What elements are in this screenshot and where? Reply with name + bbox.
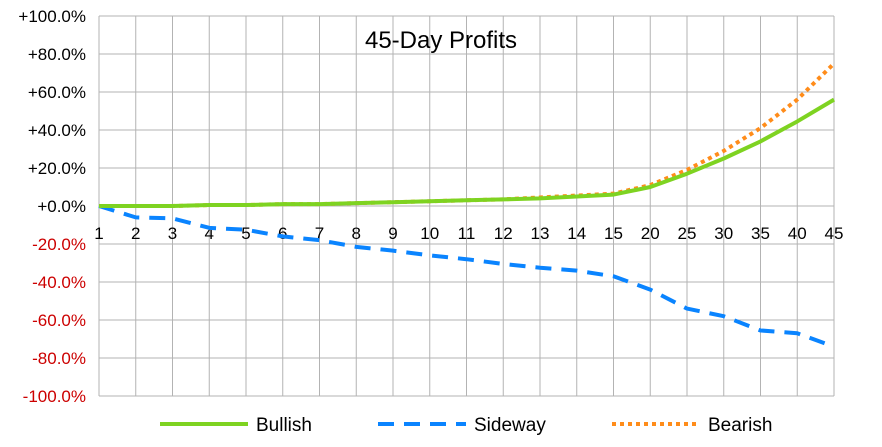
- legend: Bullish Sideway Bearish: [160, 415, 772, 436]
- series-line-sideway: [98, 204, 835, 349]
- y-tick-label: -80.0%: [32, 349, 86, 368]
- x-tick-label: 12: [494, 224, 513, 243]
- x-tick-label: 6: [278, 224, 287, 243]
- x-tick-label: 35: [751, 224, 770, 243]
- x-tick-label: 14: [567, 224, 586, 243]
- y-tick-label: +100.0%: [18, 7, 86, 26]
- x-tick-label: 15: [604, 224, 623, 243]
- legend-label-bullish: Bullish: [256, 415, 312, 436]
- x-tick-label: 40: [788, 224, 807, 243]
- y-tick-label: +0.0%: [37, 197, 86, 216]
- x-tick-label: 20: [641, 224, 660, 243]
- x-tick-label: 13: [531, 224, 550, 243]
- x-tick-label: 30: [714, 224, 733, 243]
- x-tick-label: 25: [678, 224, 697, 243]
- x-tick-label: 5: [241, 224, 250, 243]
- x-tick-label: 11: [458, 224, 476, 243]
- y-tick-label: -40.0%: [32, 273, 86, 292]
- x-tick-label: 7: [315, 224, 324, 243]
- x-tick-label: 45: [825, 224, 844, 243]
- x-tick-label: 3: [168, 224, 177, 243]
- x-axis-tick-labels: 1 2 3 4 5 6 7 8 9 10 11 12 13 14 15 20 25 30 35 40 45: [94, 224, 843, 243]
- y-tick-label: +40.0%: [28, 121, 86, 140]
- chart-title: 45-Day Profits: [365, 27, 517, 54]
- legend-label-sideway: Sideway: [474, 415, 546, 436]
- y-tick-label: +20.0%: [28, 159, 86, 178]
- y-tick-label: +60.0%: [28, 83, 86, 102]
- y-tick-label: -20.0%: [32, 235, 86, 254]
- y-tick-label: +80.0%: [28, 45, 86, 64]
- x-tick-label: 10: [420, 224, 439, 243]
- x-tick-label: 1: [94, 224, 103, 243]
- series-lines: [98, 62, 836, 349]
- y-axis-tick-labels: +100.0% +80.0% +60.0% +40.0% +20.0% +0.0% -20.…: [18, 7, 86, 406]
- series-line-bullish: [99, 97, 836, 208]
- y-tick-label: -60.0%: [32, 311, 86, 330]
- x-tick-label: 2: [131, 224, 140, 243]
- x-tick-label: 8: [352, 224, 361, 243]
- legend-label-bearish: Bearish: [708, 415, 772, 436]
- y-tick-label: -100.0%: [23, 387, 86, 406]
- x-tick-label: 4: [205, 224, 214, 243]
- x-tick-label: 9: [388, 224, 397, 243]
